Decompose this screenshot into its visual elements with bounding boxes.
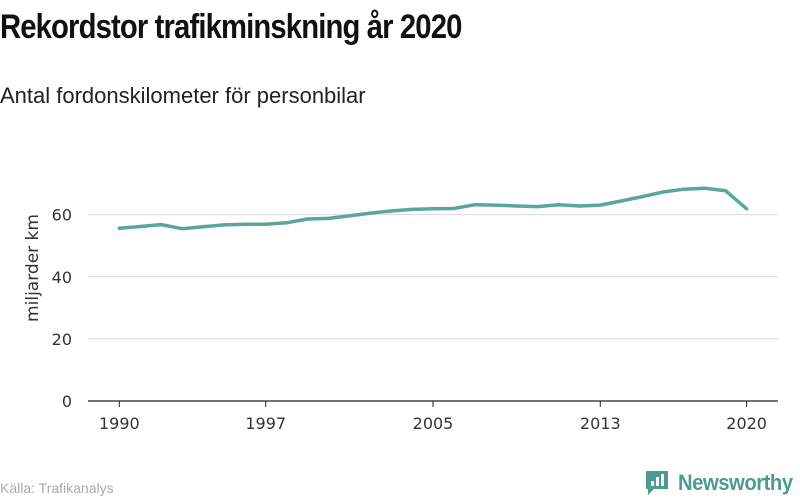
data-point xyxy=(305,217,310,221)
data-point xyxy=(745,207,749,211)
data-point xyxy=(494,203,498,207)
y-tick-label: 20 xyxy=(52,330,72,349)
data-point xyxy=(264,222,268,226)
brand-name: Newsworthy xyxy=(678,470,793,495)
data-point xyxy=(117,226,121,230)
series-layer xyxy=(117,186,749,231)
data-point xyxy=(285,221,289,225)
y-axis-label: miljarder km xyxy=(23,214,43,322)
data-point xyxy=(703,186,707,190)
data-point xyxy=(326,216,331,220)
y-tick-labels: 0 20 40 60 xyxy=(52,206,72,411)
x-tick-label: 2013 xyxy=(580,414,621,433)
data-point xyxy=(724,189,728,193)
data-point xyxy=(431,207,435,211)
brand-logo: Newsworthy xyxy=(644,469,800,497)
data-point xyxy=(452,206,456,211)
data-point xyxy=(347,214,351,218)
y-tick-label: 0 xyxy=(62,392,72,411)
data-point xyxy=(515,204,519,208)
y-tick-label: 60 xyxy=(52,206,72,225)
data-point xyxy=(640,195,644,199)
x-tick-label: 1997 xyxy=(245,414,286,433)
data-point xyxy=(556,203,561,207)
data-point xyxy=(138,224,142,229)
x-tick-labels: 1990 1997 2005 2013 2020 xyxy=(99,401,767,433)
data-point xyxy=(577,204,582,208)
y-tick-label: 40 xyxy=(52,268,72,287)
data-point xyxy=(201,225,205,229)
x-tick-label: 1990 xyxy=(99,414,140,433)
chart-subtitle: Antal fordonskilometer för personbilar xyxy=(0,83,366,108)
data-point xyxy=(619,199,623,203)
data-point xyxy=(473,203,477,207)
data-point xyxy=(243,222,247,226)
x-tick-label: 2020 xyxy=(726,414,767,433)
x-tick-label: 2005 xyxy=(413,414,454,433)
data-point xyxy=(180,227,184,231)
data-point xyxy=(535,205,540,209)
source-note: Källa: Trafikanalys xyxy=(0,480,114,496)
newsworthy-logo-icon xyxy=(646,471,668,495)
data-point xyxy=(410,207,414,211)
data-point xyxy=(682,187,686,191)
chart-title: Rekordstor trafikminskning år 2020 xyxy=(0,8,462,46)
gridlines xyxy=(88,214,778,402)
data-point xyxy=(159,223,163,227)
data-point xyxy=(661,190,665,194)
data-point xyxy=(222,223,226,227)
data-point xyxy=(598,203,602,207)
data-point xyxy=(389,209,393,213)
data-point xyxy=(368,211,372,215)
